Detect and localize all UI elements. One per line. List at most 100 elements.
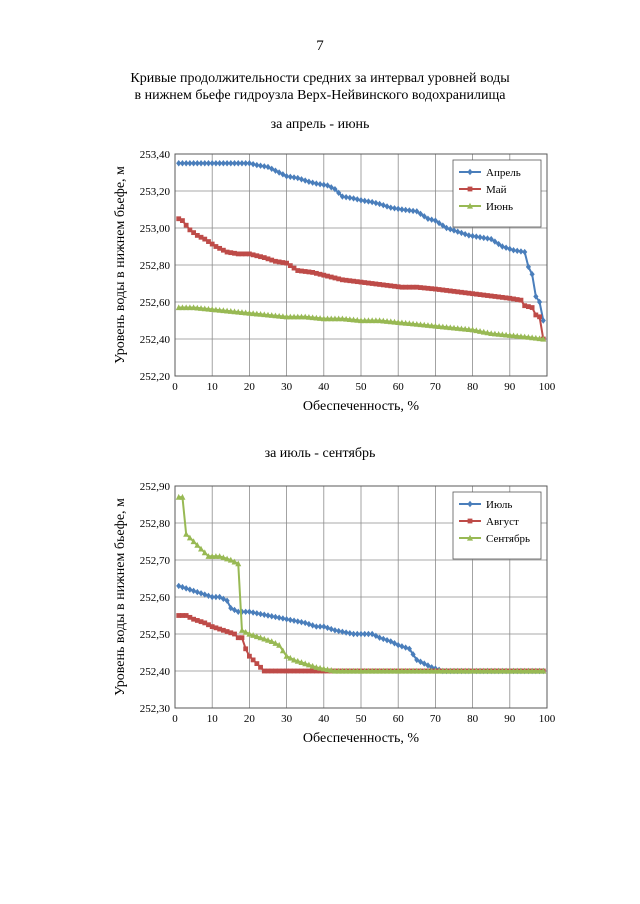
data-point — [202, 591, 208, 598]
data-point — [503, 331, 510, 338]
data-point — [250, 160, 256, 168]
data-point — [473, 291, 479, 297]
data-point — [235, 308, 242, 315]
data-point — [451, 227, 457, 234]
legend-item: Июль — [459, 499, 512, 511]
data-point — [514, 247, 520, 255]
data-point — [321, 272, 327, 278]
y-tick-label: 252,30 — [140, 703, 171, 715]
data-point — [198, 545, 205, 552]
data-point — [525, 263, 531, 271]
data-point — [272, 640, 279, 646]
data-point — [354, 279, 360, 285]
data-point — [269, 613, 275, 620]
data-point — [224, 555, 231, 562]
x-tick-label: 90 — [504, 381, 516, 393]
data-point — [180, 613, 185, 618]
data-point — [417, 321, 424, 328]
data-point — [525, 333, 532, 340]
data-point — [232, 631, 237, 637]
data-point — [380, 201, 386, 209]
x-tick-label: 10 — [207, 381, 219, 393]
data-point — [477, 328, 484, 334]
data-point — [246, 309, 253, 316]
data-point — [220, 627, 226, 633]
legend-label: Июнь — [486, 201, 513, 213]
legend-marker — [467, 534, 473, 541]
data-point — [339, 315, 346, 322]
data-point — [194, 304, 201, 311]
y-tick-label: 253,00 — [140, 223, 171, 235]
data-point — [209, 624, 215, 629]
data-point — [299, 668, 304, 674]
data-point — [268, 312, 275, 318]
data-point — [209, 593, 215, 601]
data-point — [421, 213, 427, 220]
legend-label: Сентябрь — [486, 533, 530, 545]
data-point — [310, 179, 316, 186]
data-point — [466, 232, 472, 239]
data-point — [388, 204, 394, 211]
data-point — [421, 321, 428, 328]
data-point — [458, 325, 465, 332]
data-point — [254, 661, 260, 666]
y-tick-label: 252,40 — [140, 666, 171, 678]
data-point — [499, 331, 506, 338]
data-point — [507, 295, 513, 301]
data-point — [295, 174, 301, 182]
data-point — [176, 613, 182, 618]
data-point — [284, 668, 289, 674]
document-title-line-1: Кривые продолжительности средних за инте… — [130, 71, 510, 86]
page-number: 7 — [316, 38, 324, 54]
data-point — [276, 641, 283, 648]
data-point — [373, 199, 379, 207]
data-point — [317, 668, 323, 674]
data-point — [392, 283, 397, 289]
data-point — [429, 286, 435, 292]
data-point — [224, 307, 231, 314]
data-point — [276, 312, 283, 319]
data-point — [451, 324, 457, 331]
y-tick-label: 252,50 — [140, 629, 171, 641]
data-point — [217, 245, 223, 251]
data-point — [458, 229, 465, 237]
data-point — [410, 320, 417, 327]
y-axis-label: Уровень воды в нижнем бьефе, м — [113, 498, 128, 696]
data-point — [313, 314, 320, 321]
data-point — [384, 203, 390, 210]
data-point — [302, 660, 309, 667]
data-point — [417, 658, 424, 665]
data-point — [209, 241, 215, 247]
data-point — [517, 333, 524, 340]
data-point — [406, 320, 413, 327]
data-point — [265, 311, 271, 318]
data-point — [328, 274, 334, 280]
data-point — [377, 634, 383, 641]
data-point — [540, 335, 547, 342]
y-tick-label: 252,20 — [140, 371, 171, 383]
data-point — [228, 630, 234, 636]
x-tick-label: 80 — [467, 381, 479, 393]
data-point — [425, 662, 431, 669]
data-point — [399, 284, 405, 290]
data-point — [250, 632, 257, 638]
data-point — [380, 282, 386, 288]
x-tick-label: 0 — [172, 713, 178, 725]
data-point — [365, 630, 372, 638]
data-point — [317, 315, 324, 321]
x-axis-label: Обеспеченность, % — [303, 731, 419, 746]
x-tick-label: 70 — [430, 713, 442, 725]
data-point — [343, 315, 350, 322]
data-point — [477, 234, 483, 241]
data-point — [414, 284, 420, 290]
data-point — [194, 233, 200, 238]
data-point — [232, 250, 237, 256]
y-tick-label: 253,20 — [140, 186, 171, 198]
y-tick-label: 252,60 — [140, 592, 171, 604]
data-point — [481, 234, 487, 242]
data-point — [198, 234, 204, 240]
x-tick-label: 50 — [356, 713, 368, 725]
data-point — [369, 281, 375, 286]
data-point — [418, 285, 423, 290]
data-point — [377, 282, 382, 287]
